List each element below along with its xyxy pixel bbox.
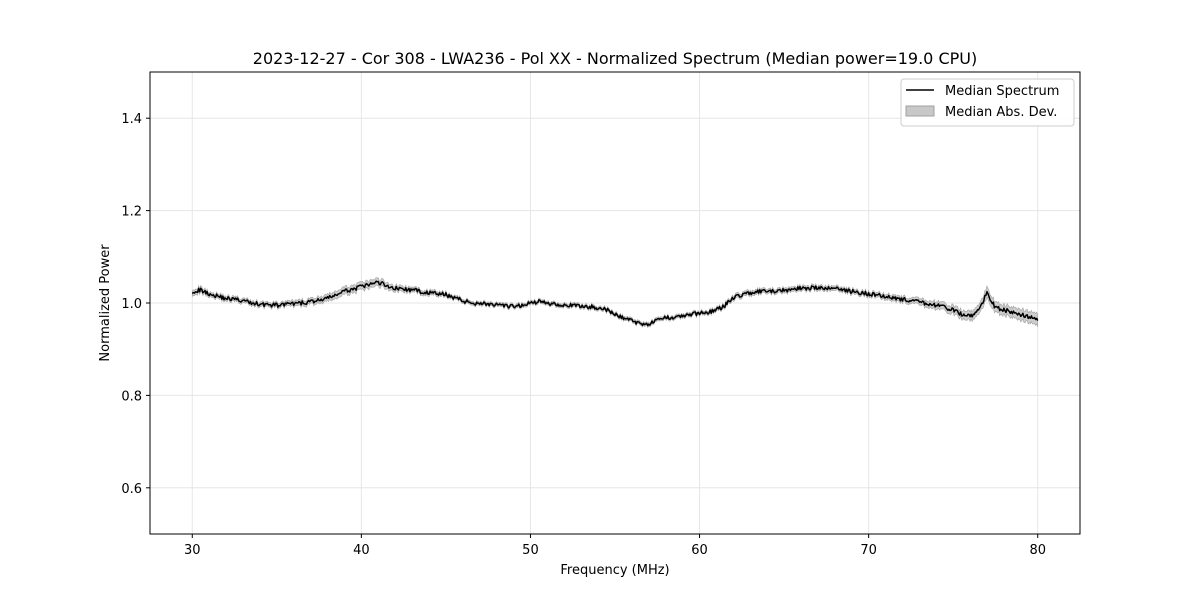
x-tick-label: 50 xyxy=(522,543,539,558)
x-tick-label: 30 xyxy=(184,543,201,558)
x-tick-label: 40 xyxy=(353,543,370,558)
median-spectrum-line xyxy=(191,280,1039,327)
legend-median-label: Median Spectrum xyxy=(945,84,1059,99)
y-tick-label: 1.2 xyxy=(121,205,142,220)
y-tick-label: 0.8 xyxy=(121,389,142,404)
x-axis-label: Frequency (MHz) xyxy=(560,563,669,578)
chart-title: 2023-12-27 - Cor 308 - LWA236 - Pol XX -… xyxy=(253,49,977,68)
legend-mad-swatch xyxy=(905,105,935,117)
legend-mad-label: Median Abs. Dev. xyxy=(945,105,1057,120)
median-line-layer xyxy=(191,280,1039,327)
y-ticks: 0.6 0.8 1.0 1.2 1.4 xyxy=(121,112,150,497)
legend-box xyxy=(900,78,1075,127)
x-ticks: 30 40 50 60 70 80 xyxy=(184,534,1046,558)
y-tick-label: 0.6 xyxy=(121,482,142,497)
x-tick-label: 70 xyxy=(860,543,877,558)
y-axis-label: Normalized Power xyxy=(98,244,113,362)
legend: Median Spectrum Median Abs. Dev. xyxy=(900,78,1075,127)
y-tick-label: 1.0 xyxy=(121,297,142,312)
x-tick-label: 60 xyxy=(691,543,708,558)
x-tick-label: 80 xyxy=(1029,543,1046,558)
y-tick-label: 1.4 xyxy=(121,112,142,127)
